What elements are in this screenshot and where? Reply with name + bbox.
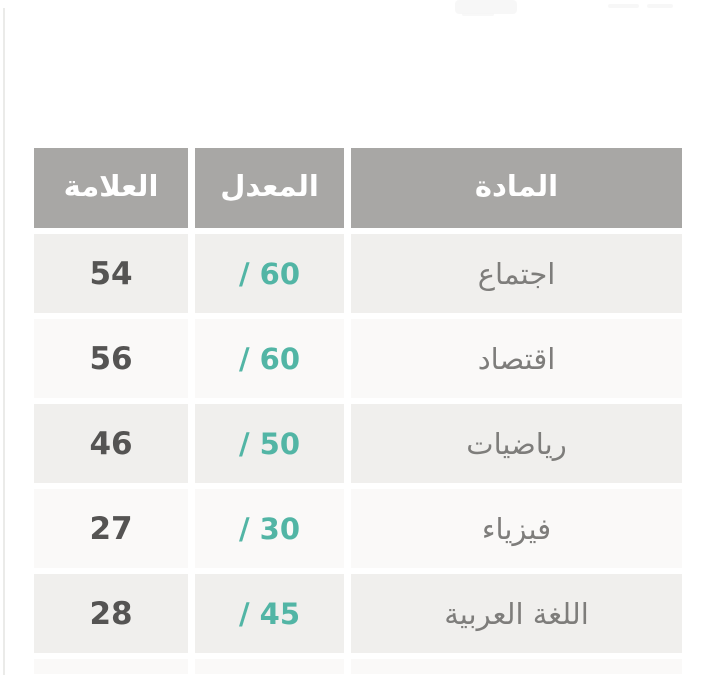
cell-mark: 27 [34, 489, 188, 568]
cell-mark: 46 [34, 404, 188, 483]
header-cell-subject: المادة [351, 148, 682, 228]
cell-mark: 28 [34, 574, 188, 653]
cell-average: / 45 [195, 574, 344, 653]
average-value: / 60 [238, 256, 301, 291]
partial-row-cell [351, 659, 682, 674]
cell-mark: 56 [34, 319, 188, 398]
partial-row-cell [195, 659, 344, 674]
average-value: / 30 [238, 511, 301, 546]
cell-subject: اقتصاد [351, 319, 682, 398]
cell-subject: رياضيات [351, 404, 682, 483]
cell-average: / 60 [195, 319, 344, 398]
faint-logo-artifact [455, 0, 517, 14]
faint-text-artifact [608, 4, 639, 8]
header-cell-mark: العلامة [34, 148, 188, 228]
average-value: / 45 [238, 596, 301, 631]
cell-average: / 60 [195, 234, 344, 313]
cell-subject: فيزياء [351, 489, 682, 568]
average-value: / 50 [238, 426, 301, 461]
cell-average: / 30 [195, 489, 344, 568]
page-edge-line [3, 8, 5, 675]
header-cell-average: المعدل [195, 148, 344, 228]
cell-average: / 50 [195, 404, 344, 483]
cell-subject: اجتماع [351, 234, 682, 313]
cell-subject: اللغة العربية [351, 574, 682, 653]
faint-logo-underline-artifact [462, 13, 494, 16]
partial-row-cell [34, 659, 188, 674]
average-value: / 60 [238, 341, 301, 376]
cell-mark: 54 [34, 234, 188, 313]
grades-table: المادة المعدل العلامة اجتماع / 60 54 اقت… [34, 148, 682, 674]
faint-text-artifact [647, 4, 673, 8]
